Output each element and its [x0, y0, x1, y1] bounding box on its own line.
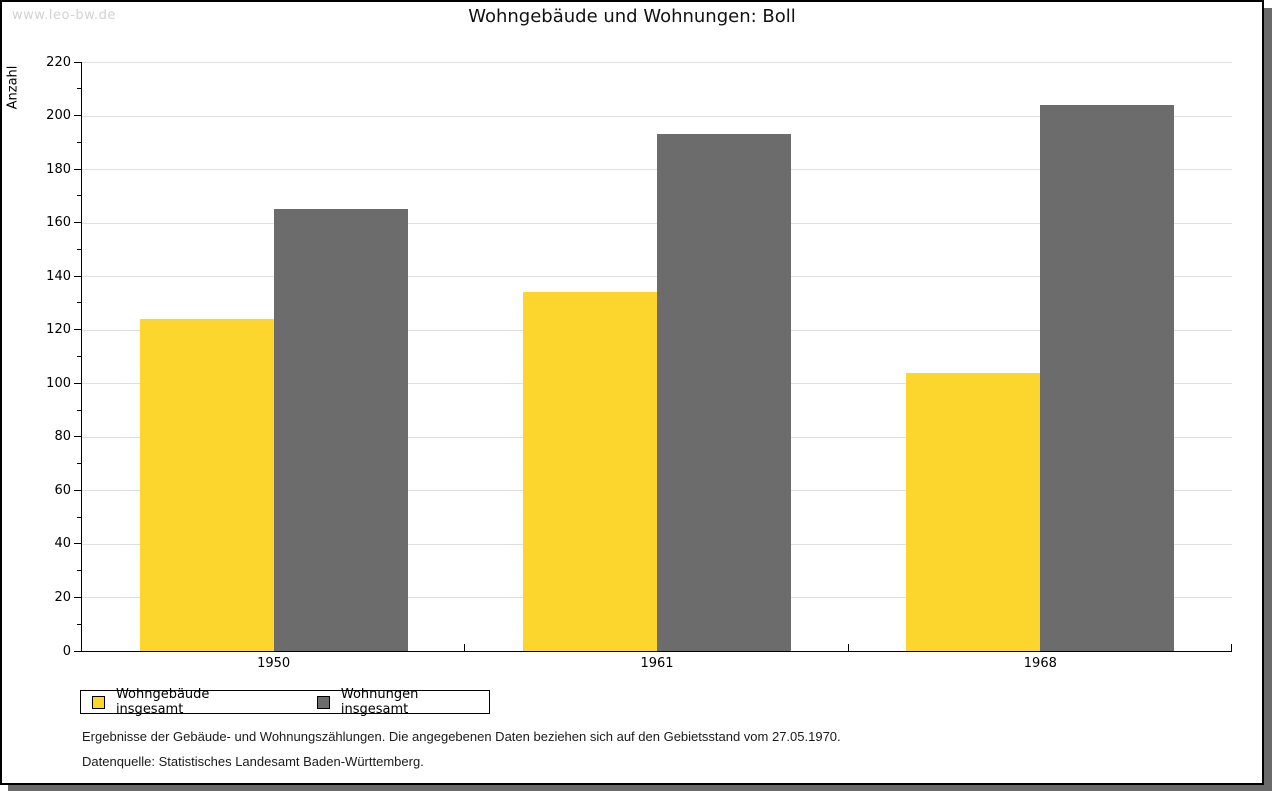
- y-tick: [77, 570, 81, 572]
- bar-1961-gebaeude: [523, 292, 657, 651]
- x-category-label: 1950: [257, 656, 291, 671]
- y-tick-label: 180: [46, 161, 71, 177]
- y-tick-label: 160: [46, 215, 71, 231]
- y-tick: [74, 115, 81, 117]
- x-tick: [1231, 644, 1232, 651]
- y-tick: [77, 356, 81, 357]
- gridline: [82, 62, 1232, 63]
- y-tick: [77, 409, 81, 411]
- legend-swatch-yellow: [92, 695, 105, 709]
- y-tick: [74, 543, 81, 545]
- chart-title: Wohngebäude und Wohnungen: Boll: [468, 6, 796, 27]
- bar-1968-wohnungen: [1040, 104, 1175, 651]
- bar-1950-wohnungen: [273, 209, 408, 651]
- y-tick: [74, 596, 81, 598]
- y-tick: [74, 650, 81, 652]
- y-tick-label: 120: [46, 322, 71, 338]
- x-category-label: 1961: [640, 656, 674, 671]
- legend-label: Wohngebäude insgesamt: [115, 687, 210, 717]
- y-tick: [74, 222, 81, 224]
- y-tick: [77, 248, 81, 250]
- y-tick-label: 80: [54, 429, 71, 445]
- legend-swatch-gray: [316, 695, 330, 709]
- y-tick: [77, 623, 81, 625]
- bar-1961-wohnungen: [657, 134, 791, 651]
- y-tick: [77, 88, 81, 90]
- y-tick: [77, 463, 81, 465]
- legend-box: Wohngebäude insgesamt Wohnungen insgesam…: [80, 687, 490, 717]
- y-tick-label: 40: [54, 536, 71, 552]
- x-axis-line: [81, 651, 1232, 652]
- y-tick: [74, 275, 81, 277]
- y-tick-label: 60: [54, 482, 71, 498]
- footnote-line1: Ergebnisse der Gebäude- und Wohnungszähl…: [82, 729, 841, 744]
- footnote-line2: Datenquelle: Statistisches Landesamt Bad…: [82, 754, 424, 769]
- y-tick: [77, 141, 81, 143]
- y-tick: [74, 489, 81, 491]
- watermark-text: www.leo-bw.de: [12, 8, 116, 23]
- legend-item: Wohngebäude insgesamt: [92, 687, 280, 717]
- x-tick: [464, 644, 466, 651]
- legend-label: Wohnungen insgesamt: [340, 687, 419, 717]
- y-axis-line: [81, 62, 82, 651]
- y-tick: [74, 61, 81, 63]
- y-tick-label: 0: [62, 643, 71, 659]
- y-tick-label: 100: [46, 375, 71, 391]
- bar-1950-gebaeude: [139, 319, 274, 651]
- y-axis-label: Anzahl: [5, 65, 21, 110]
- y-tick-label: 220: [46, 54, 71, 70]
- y-tick: [77, 195, 81, 197]
- x-category-label: 1968: [1023, 656, 1057, 671]
- y-tick: [74, 329, 81, 331]
- legend-item: Wohnungen insgesamt: [316, 687, 489, 717]
- y-tick: [74, 382, 81, 384]
- y-tick: [74, 436, 81, 438]
- y-tick: [74, 168, 81, 170]
- y-tick-label: 20: [54, 589, 71, 605]
- y-tick: [77, 516, 81, 518]
- y-tick: [77, 302, 81, 304]
- y-tick-label: 140: [46, 268, 71, 284]
- bar-1968-gebaeude: [906, 372, 1041, 651]
- gridline: [82, 115, 1232, 117]
- x-tick: [847, 644, 849, 651]
- plot-area: 0 20 40 60 80 100 120 140 160 180 200 220 1950 1961 19…: [46, 56, 1232, 671]
- y-tick-label: 200: [46, 108, 71, 124]
